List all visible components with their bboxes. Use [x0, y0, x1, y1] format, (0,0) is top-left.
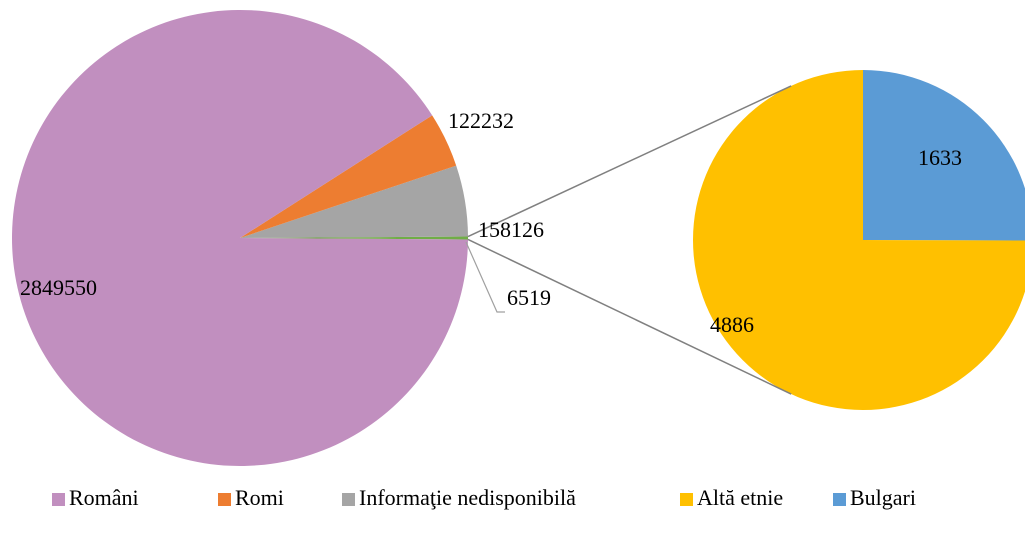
legend-label: Altă etnie [697, 485, 783, 510]
legend-swatch [833, 493, 846, 506]
legend-label: Români [69, 485, 139, 510]
legend-label: Informaţie nedisponibilă [359, 485, 576, 510]
legend-label: Bulgari [850, 485, 916, 510]
pie-slice [240, 236, 469, 240]
connector-line [467, 238, 792, 395]
pie-slice [863, 70, 1025, 241]
legend-swatch [680, 493, 693, 506]
pie-slice [12, 10, 468, 467]
data-label: 122232 [448, 108, 514, 133]
data-label: 1633 [918, 145, 962, 170]
connector-line [467, 85, 792, 238]
pie-slice [693, 70, 1025, 410]
legend-swatch [52, 493, 65, 506]
legend-label: Romi [235, 485, 284, 510]
legend-swatch [218, 493, 231, 506]
pie-slice [240, 165, 468, 238]
data-label: 2849550 [20, 275, 97, 300]
pie-slice [240, 115, 457, 238]
data-label: 158126 [478, 217, 544, 242]
leader-line [465, 241, 505, 313]
data-label: 4886 [710, 312, 754, 337]
data-label: 6519 [507, 285, 551, 310]
legend-swatch [342, 493, 355, 506]
